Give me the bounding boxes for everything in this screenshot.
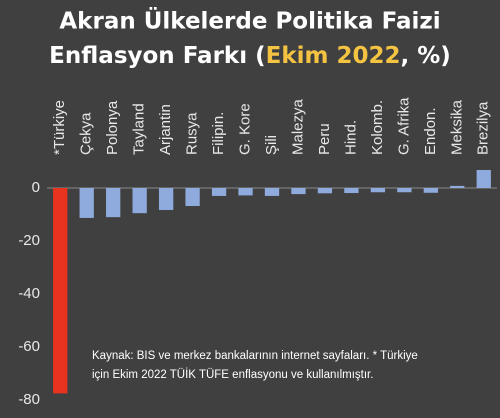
x-tick-label: G. Kore	[236, 103, 253, 155]
bar	[370, 188, 386, 193]
bar	[450, 185, 465, 188]
x-tick-label: Meksika	[448, 99, 465, 155]
title-part: , %)	[401, 43, 451, 69]
x-tick-label: Rusya	[184, 112, 201, 155]
x-tick-label: Kolomb.	[369, 100, 386, 155]
bar	[53, 188, 68, 394]
chart-title: Enflasyon Farkı (Ekim 2022, %)	[49, 43, 451, 69]
note: Kaynak: BIS ve merkez bankalarının inter…	[92, 350, 418, 362]
x-tick-label: *Türkiye	[51, 100, 68, 155]
x-tick-label: G. Afrika	[395, 97, 412, 155]
y-tick-label: -20	[18, 232, 40, 249]
x-tick-label: Polonya	[104, 100, 121, 155]
bar	[79, 188, 94, 218]
bar	[344, 188, 359, 194]
title-part: Enflasyon Farkı (	[49, 43, 265, 69]
x-tick-label: Filipin.	[210, 112, 227, 155]
y-tick-label: -40	[18, 285, 40, 302]
x-tick-label: Tayland	[131, 103, 148, 155]
x-tick-label: Hind.	[342, 120, 359, 155]
bar	[211, 188, 227, 196]
chart-title: Akran Ülkelerde Politika Faizi	[59, 7, 440, 35]
bar	[264, 188, 280, 196]
bar	[291, 188, 306, 195]
x-tick-label: Endon.	[422, 107, 439, 155]
bar	[397, 188, 412, 193]
x-tick-label: Brezilya	[475, 101, 492, 155]
bar	[317, 188, 333, 194]
x-tick-label: Şili	[263, 135, 280, 155]
y-tick-label: -60	[18, 338, 40, 355]
x-tick-label: Malezya	[289, 98, 306, 155]
bar	[185, 188, 200, 207]
bar	[106, 188, 121, 218]
x-tick-label: Çekya	[78, 112, 95, 155]
bar	[132, 188, 147, 214]
bar	[423, 188, 438, 193]
x-tick-label: Peru	[316, 123, 333, 155]
y-tick-label: -80	[18, 391, 40, 408]
x-tick-label: Arjantin	[157, 104, 174, 155]
title-highlight: Ekim 2022	[266, 43, 401, 69]
bar	[158, 188, 174, 210]
note: için Ekim 2022 TÜİK TÜFE enflasyonu ve k…	[92, 368, 373, 381]
y-tick-label: 0	[32, 179, 40, 196]
bar	[238, 188, 253, 196]
bar	[476, 169, 491, 188]
